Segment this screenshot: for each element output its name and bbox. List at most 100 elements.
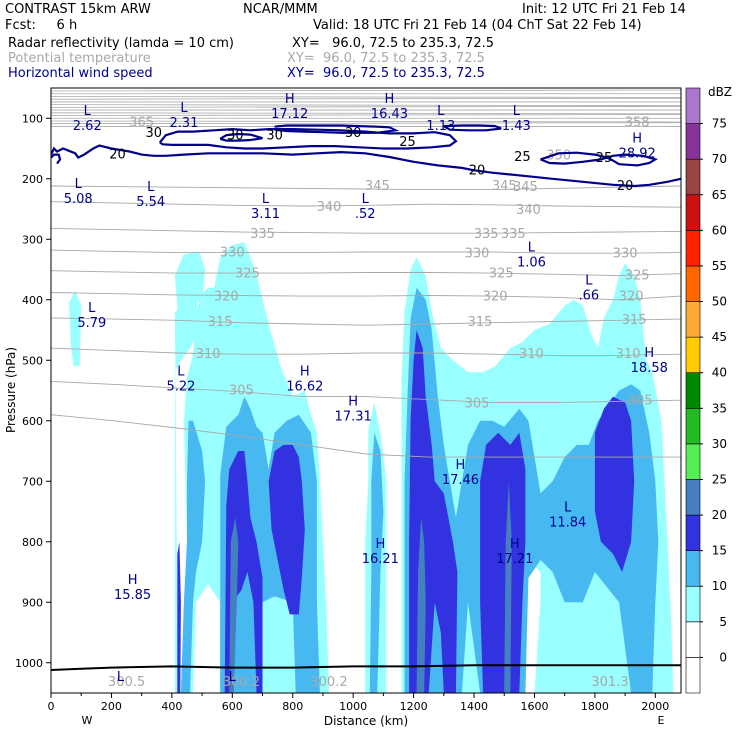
x-end-label-east: E [658, 714, 665, 727]
isentrope-label: 335 [501, 227, 526, 242]
extremum-value: 28.92 [619, 146, 656, 161]
center-name: NCAR/MMM [243, 2, 318, 17]
isentrope-label: 345 [365, 179, 390, 194]
extremum-value: 16.43 [371, 107, 408, 122]
reflectivity-cell-10dbz [180, 420, 206, 693]
isentrope-label: 300.2 [310, 675, 347, 690]
wind-contour-label: 25 [514, 150, 531, 165]
wind-contour-label: 30 [345, 126, 362, 141]
field-2-xy: XY= 96.0, 72.5 to 235.3, 72.5 [287, 51, 485, 66]
isentrope-label: 340 [317, 200, 342, 215]
wind-contour-30 [274, 124, 400, 134]
extremum-value: 16.21 [362, 552, 399, 567]
reflectivity-cell-5dbz [69, 290, 82, 367]
isentrope-label: 335 [474, 227, 499, 242]
isentrope-label: 300.5 [108, 675, 145, 690]
forecast-hour: Fcst: 6 h [5, 18, 78, 33]
isentrope-label: 335 [250, 227, 275, 242]
reflectivity-cell-15dbz [224, 451, 263, 693]
isentrope-upper [51, 89, 681, 92]
colorbar-bin [685, 158, 701, 196]
low-marker: L [84, 104, 92, 119]
wind-speed-contours: 30 30 30 30 25 20 25 25 20 20 [51, 124, 681, 194]
colorbar-tick-label: 0 [719, 650, 727, 664]
isentrope-label: 315 [208, 315, 233, 330]
isentrope-label: 320 [214, 290, 239, 305]
colorbar-tick-label: 55 [712, 259, 727, 273]
extremum-value: 1.13 [426, 119, 455, 134]
isentrope-label: 305 [229, 383, 254, 398]
colorbar-bin [685, 123, 701, 160]
plot-frame [50, 87, 682, 694]
high-marker: H [285, 92, 295, 107]
reflectivity-cell-15dbz [268, 444, 305, 615]
colorbar-bin [685, 550, 701, 587]
colorbar-bin [685, 87, 701, 124]
y-tick-label: 100 [22, 112, 43, 125]
wind-contour-label: 25 [399, 135, 416, 150]
isentrope-label: 300.2 [223, 675, 260, 690]
colorbar-tick-label: 5 [719, 615, 727, 629]
reflectivity-cell-15dbz [594, 396, 635, 572]
isentrope-label: 365 [129, 115, 154, 130]
extremum-value: 2.62 [73, 119, 102, 134]
extremum-value: 17.12 [271, 107, 308, 122]
colorbar-bin [685, 230, 701, 267]
surface-pressure-line [51, 664, 681, 671]
y-tick-label: 500 [22, 354, 43, 367]
isentrope-320 [51, 292, 681, 301]
y-tick-label: 800 [22, 536, 43, 549]
isentrope-label: 310 [196, 347, 221, 362]
isentrope-label: 358 [625, 115, 650, 130]
low-marker: L [437, 104, 445, 119]
model-title: CONTRAST 15km ARW [5, 2, 151, 17]
extremum-value: 5.08 [64, 192, 93, 207]
colorbar-bin [685, 407, 701, 445]
high-marker: H [300, 364, 310, 379]
low-marker: L [362, 192, 370, 207]
isentrope-label: 320 [619, 290, 644, 305]
isentrope-325 [51, 270, 681, 277]
x-tick-label: 0 [48, 700, 55, 713]
isentrope-label: 330 [465, 247, 490, 262]
reflectivity-cell-20dbz [416, 517, 426, 693]
extremum-value: 17.46 [442, 473, 479, 488]
isentrope-315 [51, 317, 681, 326]
low-marker: L [75, 177, 83, 192]
x-end-label-west: W [82, 714, 93, 727]
colorbar-bin [685, 443, 701, 480]
isentrope-upper [51, 104, 681, 107]
colorbar-tick-label: 60 [712, 223, 727, 237]
isentrope-upper [51, 122, 681, 125]
high-marker: H [632, 131, 642, 146]
isentrope-label: 340 [516, 203, 541, 218]
isentrope-upper [51, 112, 681, 115]
extremum-value: 2.31 [169, 116, 198, 131]
x-tick-label: 200 [101, 700, 122, 713]
isentrope-345 [51, 185, 681, 191]
low-marker: L [564, 501, 572, 516]
colorbar-bin [685, 194, 701, 231]
low-marker: L [88, 301, 96, 316]
valid-time: Valid: 18 UTC Fri 21 Feb 14 (04 ChT Sat … [313, 18, 642, 33]
x-tick-label: 600 [222, 700, 243, 713]
isentrope-label: 315 [468, 315, 493, 330]
isentrope-label: 305 [465, 397, 490, 412]
extremum-value: 3.11 [251, 207, 280, 222]
colorbar-bin [685, 265, 701, 302]
colorbar-tick-label: 20 [712, 508, 727, 522]
y-axis-label: Pressure (hPa) [4, 347, 18, 433]
y-tick-label: 400 [22, 294, 43, 307]
reflectivity-cell-15dbz [480, 432, 526, 693]
low-marker: L [229, 670, 237, 685]
isentrope-label: 305 [628, 394, 653, 409]
y-axis: 100 200 300 400 500 600 700 800 900 1000 [15, 112, 51, 670]
y-tick-label: 300 [22, 233, 43, 246]
y-tick-label: 700 [22, 475, 43, 488]
isentrope-label: 325 [625, 268, 650, 283]
surface-line [51, 664, 681, 671]
reflectivity-cell-20dbz [229, 517, 239, 693]
x-tick-label: 800 [282, 700, 303, 713]
isentrope-label: 301.3 [591, 675, 628, 690]
